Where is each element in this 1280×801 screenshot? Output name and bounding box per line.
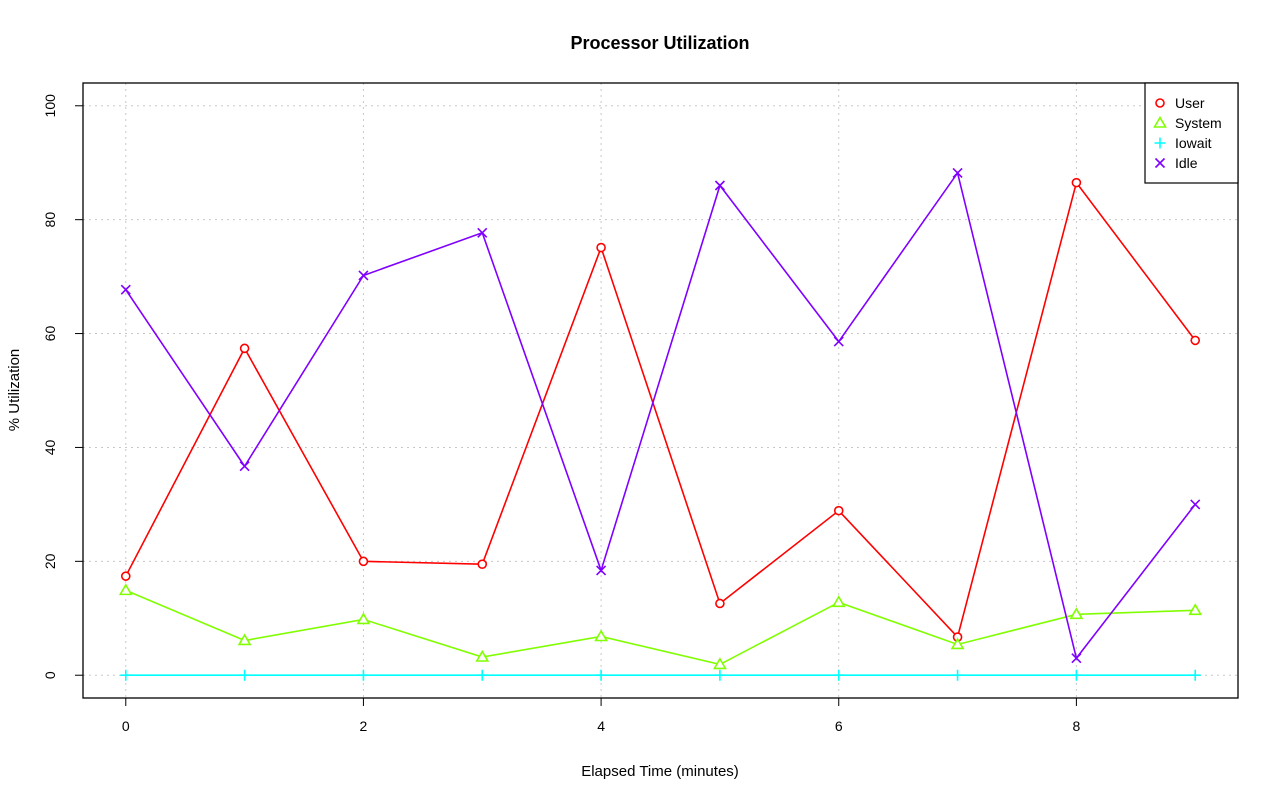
cross-marker bbox=[477, 227, 488, 238]
circle-marker bbox=[715, 598, 725, 609]
legend-label-system: System bbox=[1175, 115, 1222, 131]
triangle-marker bbox=[475, 649, 490, 662]
chart-title: Processor Utilization bbox=[570, 33, 749, 53]
cross-marker bbox=[239, 461, 250, 472]
x-tick-label: 4 bbox=[597, 718, 605, 734]
series-user bbox=[120, 177, 1201, 642]
series-iowait bbox=[120, 669, 1201, 681]
cross-marker bbox=[952, 167, 963, 179]
plus-marker bbox=[833, 669, 845, 681]
triangle-marker bbox=[594, 629, 608, 642]
series-group bbox=[118, 167, 1203, 681]
cross-marker bbox=[1154, 157, 1166, 169]
cross-marker bbox=[1190, 499, 1201, 510]
x-tick-label: 0 bbox=[122, 718, 130, 734]
plus-marker bbox=[1070, 669, 1082, 681]
cross-marker bbox=[358, 270, 369, 281]
series-system bbox=[118, 583, 1203, 670]
plus-marker bbox=[1189, 669, 1201, 681]
triangle-marker bbox=[118, 583, 133, 596]
circle-marker bbox=[596, 242, 606, 253]
cross-marker bbox=[833, 336, 844, 347]
triangle-marker bbox=[237, 633, 252, 646]
triangle-marker bbox=[950, 637, 965, 650]
cross-marker bbox=[714, 180, 725, 191]
triangle-marker bbox=[831, 595, 846, 608]
circle-marker bbox=[477, 559, 488, 569]
circle-marker bbox=[358, 556, 369, 567]
plus-marker bbox=[952, 669, 964, 681]
series-idle bbox=[120, 167, 1201, 664]
plus-marker bbox=[714, 669, 726, 681]
x-axis-label: Elapsed Time (minutes) bbox=[581, 763, 739, 780]
plus-marker bbox=[595, 669, 607, 681]
legend-label-idle: Idle bbox=[1175, 155, 1198, 171]
circle-marker bbox=[1071, 177, 1082, 188]
cross-marker bbox=[120, 284, 131, 295]
legend-label-iowait: Iowait bbox=[1175, 135, 1212, 151]
plus-marker bbox=[120, 669, 132, 681]
cross-marker bbox=[1071, 653, 1082, 664]
triangle-marker bbox=[1069, 607, 1084, 620]
plus-marker bbox=[1154, 137, 1166, 149]
legend: User System Iowait Idle bbox=[1144, 82, 1239, 184]
y-tick-label: 60 bbox=[42, 326, 58, 342]
user-line bbox=[125, 180, 1196, 639]
triangle-marker bbox=[1153, 115, 1167, 128]
triangle-marker bbox=[1188, 603, 1203, 616]
circle-marker bbox=[1155, 98, 1165, 108]
grid bbox=[83, 83, 1238, 698]
plot-frame bbox=[82, 82, 1239, 699]
cross-marker bbox=[596, 565, 607, 576]
y-tick-label: 0 bbox=[42, 671, 58, 679]
x-tick-label: 8 bbox=[1072, 718, 1080, 734]
idle-line bbox=[125, 171, 1196, 660]
y-tick-label: 20 bbox=[42, 553, 58, 569]
circle-marker bbox=[1190, 335, 1201, 346]
circle-marker bbox=[239, 343, 250, 354]
y-tick-label: 40 bbox=[42, 439, 58, 455]
system-line bbox=[125, 589, 1196, 666]
y-tick-label: 80 bbox=[42, 212, 58, 228]
circle-marker bbox=[120, 571, 131, 581]
plus-marker bbox=[357, 669, 369, 681]
legend-label-user: User bbox=[1175, 95, 1205, 111]
y-axis-label: % Utilization bbox=[6, 349, 23, 432]
y-tick-label: 100 bbox=[42, 94, 58, 118]
x-tick-label: 2 bbox=[360, 718, 368, 734]
triangle-marker bbox=[713, 657, 727, 670]
x-tick-label: 6 bbox=[835, 718, 843, 734]
circle-marker bbox=[833, 505, 844, 516]
triangle-marker bbox=[356, 612, 371, 625]
plus-marker bbox=[239, 669, 251, 681]
plus-marker bbox=[476, 669, 488, 681]
